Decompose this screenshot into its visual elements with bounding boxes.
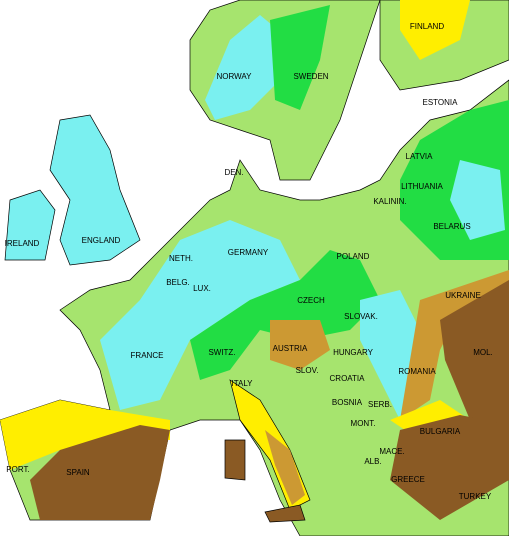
- tan-zone: [400, 270, 509, 420]
- country-label: LATVIA: [406, 152, 434, 161]
- country-label: POLAND: [337, 252, 370, 261]
- country-label: BELARUS: [433, 222, 470, 231]
- tan-zone: [265, 430, 305, 505]
- country-labels: FINLAND NORWAY SWEDEN ESTONIA LATVIA DEN. LITH…: [5, 22, 493, 501]
- country-label: GERMANY: [228, 248, 269, 257]
- country-label: NORWAY: [217, 72, 253, 81]
- yellow-zone: [400, 0, 470, 60]
- country-label: MONT.: [351, 419, 376, 428]
- ireland: [4, 189, 56, 261]
- country-label: TURKEY: [459, 492, 492, 501]
- brown-zone: [30, 425, 170, 520]
- country-label: ROMANIA: [398, 367, 436, 376]
- country-label: IRELAND: [5, 239, 40, 248]
- cyan-zone: [205, 15, 290, 120]
- country-label: LUX.: [193, 284, 211, 293]
- country-label: SLOVAK.: [344, 312, 378, 321]
- country-label: BULGARIA: [420, 427, 461, 436]
- country-label: CROATIA: [330, 374, 366, 383]
- country-label: SLOV.: [296, 366, 319, 375]
- country-label: ALB.: [364, 457, 381, 466]
- country-label: PORT.: [6, 465, 29, 474]
- country-label: ITALY: [231, 379, 253, 388]
- cyan-zone: [450, 160, 505, 240]
- country-label: BELG.: [166, 278, 190, 287]
- country-label: KALININ.: [373, 197, 406, 206]
- sardinia: [224, 439, 246, 481]
- country-label: CZECH: [297, 296, 325, 305]
- country-label: AUSTRIA: [273, 344, 308, 353]
- green-zone: [190, 250, 380, 380]
- country-label: SWEDEN: [293, 72, 328, 81]
- sicily: [264, 504, 306, 523]
- tan-zone: [270, 320, 330, 370]
- country-label: SPAIN: [66, 468, 90, 477]
- country-label: LITHUANIA: [401, 182, 443, 191]
- country-label: FRANCE: [131, 351, 164, 360]
- country-label: BOSNIA: [332, 398, 363, 407]
- country-label: MACE.: [379, 447, 404, 456]
- britain: [49, 114, 141, 266]
- green-zone: [270, 5, 330, 110]
- country-label: FINLAND: [410, 22, 444, 31]
- country-label: HUNGARY: [333, 348, 374, 357]
- country-label: SWITZ.: [208, 348, 235, 357]
- country-label: GREECE: [391, 475, 425, 484]
- country-label: NETH.: [169, 254, 193, 263]
- brown-zone: [390, 415, 509, 520]
- country-label: DEN.: [224, 168, 243, 177]
- brown-zone: [440, 280, 509, 440]
- cyan-zone: [100, 220, 300, 410]
- country-label: ENGLAND: [82, 236, 121, 245]
- country-label: ESTONIA: [423, 98, 459, 107]
- country-label: UKRAINE: [445, 291, 481, 300]
- country-label: MOL.: [473, 348, 493, 357]
- country-label: SERB.: [368, 400, 392, 409]
- yellow-zone: [0, 400, 170, 470]
